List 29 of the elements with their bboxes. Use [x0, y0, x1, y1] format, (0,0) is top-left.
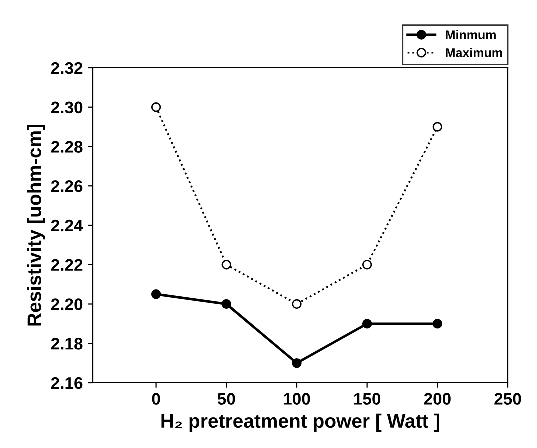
point	[292, 299, 302, 310]
y-axis-title: Resistivity [uohm-cm]	[27, 125, 46, 326]
x-tick-label: 150	[354, 393, 381, 405]
point	[432, 319, 443, 329]
point	[362, 260, 372, 270]
x-tick-label: 100	[284, 393, 310, 405]
x-tick-label: 200	[424, 393, 451, 405]
point	[222, 299, 232, 310]
y-tick-label: 2.28	[51, 141, 83, 153]
y-tick-label: 2.20	[51, 298, 83, 310]
x-tick-label: 250	[494, 393, 522, 405]
y-tick-label: 2.18	[51, 338, 83, 350]
y-tick-label: 2.30	[51, 102, 83, 114]
x-tick-label: 0	[152, 393, 160, 405]
point	[151, 290, 162, 300]
x-tick-label: 50	[218, 393, 236, 405]
y-tick-label: 2.32	[51, 62, 83, 74]
y-tick-label: 2.22	[51, 259, 83, 271]
point	[222, 260, 232, 270]
legend-label: Maximum	[446, 48, 502, 58]
x-axis-title: H₂ pretreatment power [ Watt ]	[162, 414, 440, 432]
point	[292, 358, 302, 368]
legend-label: Minmum	[446, 30, 496, 40]
y-tick-label: 2.16	[51, 377, 83, 390]
y-tick-label: 2.26	[51, 180, 83, 192]
point	[432, 122, 443, 132]
point	[362, 319, 372, 329]
y-tick-label: 2.24	[51, 220, 84, 232]
point	[151, 102, 162, 112]
